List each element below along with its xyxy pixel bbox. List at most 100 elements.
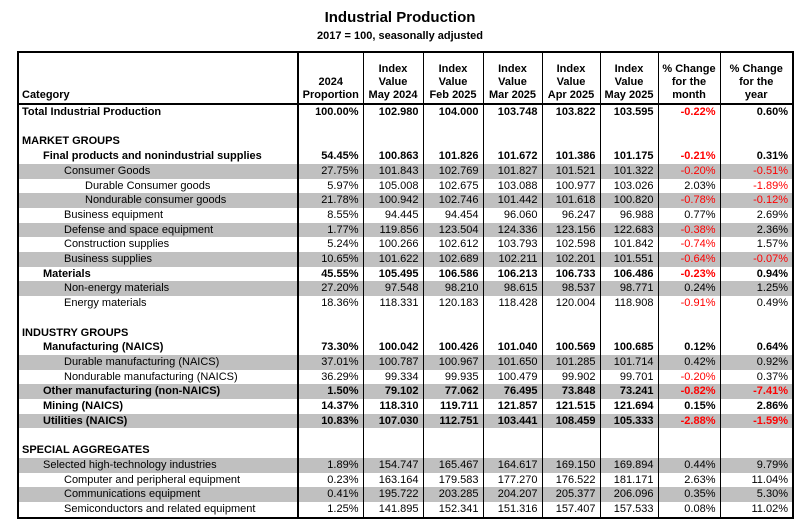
value-cell: 103.793 <box>482 237 543 253</box>
category-cell <box>17 119 299 135</box>
value-cell: 0.37% <box>719 369 794 385</box>
value-cell: 105.495 <box>362 266 424 282</box>
value-cell <box>482 134 543 150</box>
category-cell: Nondurable consumer goods <box>17 193 299 208</box>
value-cell <box>657 119 721 135</box>
value-cell: 5.30% <box>719 487 794 502</box>
category-cell: Defense and space equipment <box>17 222 299 238</box>
page-subtitle: 2017 = 100, seasonally adjusted <box>316 30 483 42</box>
value-cell: 157.407 <box>541 501 601 518</box>
value-cell <box>657 134 721 150</box>
value-cell: 124.336 <box>482 222 543 238</box>
value-cell: 163.164 <box>362 472 424 488</box>
table-row: Nondurable consumer goods 21.78% 100.942 10… <box>17 193 794 208</box>
value-cell: 101.842 <box>599 237 659 253</box>
value-cell: 157.533 <box>599 501 659 518</box>
value-cell: 1.89% <box>297 457 364 473</box>
value-cell: -0.78% <box>657 193 721 208</box>
value-cell <box>482 428 543 444</box>
value-cell: 103.822 <box>541 104 601 120</box>
value-cell <box>422 119 484 135</box>
value-cell <box>657 443 721 458</box>
header-row: Category 2024 Proportion Index Value May 2024… <box>17 52 794 105</box>
value-cell: -0.74% <box>657 237 721 253</box>
category-cell: INDUSTRY GROUPS <box>17 325 299 341</box>
value-cell <box>719 428 794 444</box>
category-cell: Business supplies <box>17 252 299 267</box>
column-header: Index Value May 2024 <box>362 52 424 105</box>
table-row: Energy materials 18.36% 118.331 120.183 118.… <box>17 296 794 311</box>
value-cell: 141.895 <box>362 501 424 518</box>
value-cell: -0.12% <box>719 193 794 208</box>
value-cell: 121.694 <box>599 399 659 414</box>
value-cell: 102.201 <box>541 252 601 267</box>
value-cell: 0.92% <box>719 354 794 370</box>
value-cell: 98.615 <box>482 281 543 297</box>
value-cell: -0.64% <box>657 252 721 267</box>
value-cell: 118.908 <box>599 296 659 311</box>
value-cell: -0.82% <box>657 384 721 400</box>
value-cell: 169.150 <box>541 457 601 473</box>
value-cell <box>657 325 721 341</box>
table-row: Non-energy materials 27.20% 97.548 98.210 98… <box>17 281 794 297</box>
value-cell: 103.748 <box>482 104 543 120</box>
table-row: Mining (NAICS) 14.37% 118.310 119.711 121.85… <box>17 399 794 414</box>
value-cell: 106.486 <box>599 266 659 282</box>
value-cell: 99.334 <box>362 369 424 385</box>
category-cell: Durable Consumer goods <box>17 178 299 194</box>
value-cell: 177.270 <box>482 472 543 488</box>
table-row: Materials 45.55% 105.495 106.586 106.213 106.… <box>17 266 794 282</box>
value-cell: -0.23% <box>657 266 721 282</box>
value-cell: -2.88% <box>657 413 721 429</box>
value-cell: 2.36% <box>719 222 794 238</box>
value-cell: 100.266 <box>362 237 424 253</box>
value-cell: 1.25% <box>719 281 794 297</box>
column-header-category: Category <box>17 52 299 105</box>
value-cell: 73.30% <box>297 340 364 355</box>
value-cell <box>482 119 543 135</box>
value-cell: 0.15% <box>657 399 721 414</box>
category-cell: Total Industrial Production <box>17 104 299 120</box>
value-cell: 154.747 <box>362 457 424 473</box>
page-title: Industrial Production <box>324 9 476 26</box>
value-cell <box>599 134 659 150</box>
blank-row <box>17 428 794 444</box>
value-cell: 0.31% <box>719 149 794 164</box>
category-cell: Manufacturing (NAICS) <box>17 340 299 355</box>
column-header: % Change for the month <box>657 52 721 105</box>
value-cell: 101.285 <box>541 354 601 370</box>
value-cell: 165.467 <box>422 457 484 473</box>
category-cell: Energy materials <box>17 296 299 311</box>
value-cell: 79.102 <box>362 384 424 400</box>
category-cell: Durable manufacturing (NAICS) <box>17 354 299 370</box>
value-cell: 101.040 <box>482 340 543 355</box>
value-cell <box>297 325 364 341</box>
value-cell: 106.733 <box>541 266 601 282</box>
value-cell: 18.36% <box>297 296 364 311</box>
value-cell: 119.856 <box>362 222 424 238</box>
value-cell: 73.848 <box>541 384 601 400</box>
value-cell <box>541 310 601 326</box>
value-cell: -1.59% <box>719 413 794 429</box>
value-cell <box>541 443 601 458</box>
value-cell: 0.12% <box>657 340 721 355</box>
value-cell: 164.617 <box>482 457 543 473</box>
column-header: Index Value Feb 2025 <box>422 52 484 105</box>
value-cell: 101.672 <box>482 149 543 164</box>
section-row: MARKET GROUPS <box>17 134 794 150</box>
value-cell: 94.454 <box>422 207 484 223</box>
value-cell: 101.175 <box>599 149 659 164</box>
industrial-production-table: Category 2024 Proportion Index Value May 2024… <box>17 51 794 519</box>
blank-row <box>17 310 794 326</box>
value-cell <box>541 119 601 135</box>
value-cell: 123.156 <box>541 222 601 238</box>
category-cell: Consumer Goods <box>17 163 299 179</box>
value-cell: 0.94% <box>719 266 794 282</box>
value-cell <box>482 310 543 326</box>
value-cell <box>422 428 484 444</box>
value-cell <box>599 119 659 135</box>
category-cell: Materials <box>17 266 299 282</box>
value-cell: 0.08% <box>657 501 721 518</box>
value-cell: 98.210 <box>422 281 484 297</box>
value-cell: -0.20% <box>657 369 721 385</box>
